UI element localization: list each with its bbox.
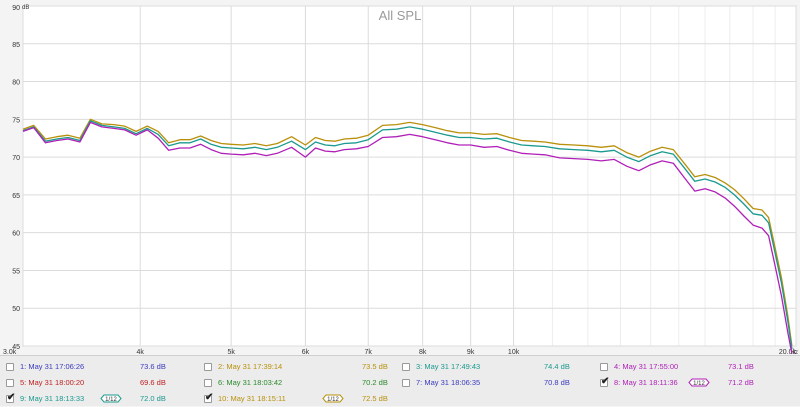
checkbox-unchecked[interactable] xyxy=(402,363,410,371)
checkbox-unchecked[interactable] xyxy=(204,363,212,371)
legend-label: 5: May 31 18:00:20 xyxy=(20,378,85,387)
x-tick-label: 3.0k xyxy=(3,349,17,355)
legend-item[interactable]: ✔ 9: May 31 18:13:33 1/12 72.0 dB xyxy=(6,393,196,405)
x-tick-label: 20.0k xyxy=(779,349,797,355)
legend-item[interactable]: ✔ 8: May 31 18:11:36 1/12 71.2 dB xyxy=(600,377,790,389)
checkmark-icon: ✔ xyxy=(7,392,16,403)
checkbox-unchecked[interactable] xyxy=(600,363,608,371)
legend-label: 6: May 31 18:03:42 xyxy=(218,378,283,387)
svg-text:1/12: 1/12 xyxy=(693,381,705,387)
legend-value: 69.6 dB xyxy=(140,378,166,387)
legend-value: 70.2 dB xyxy=(362,378,388,387)
x-tick-label: 5k xyxy=(227,349,235,355)
legend-item[interactable]: 3: May 31 17:49:43 74.4 dB xyxy=(402,361,592,373)
smoothing-icon[interactable]: 1/12 xyxy=(688,378,710,387)
legend-value: 70.8 dB xyxy=(544,378,570,387)
legend-value: 72.0 dB xyxy=(140,394,166,403)
legend-value: 73.1 dB xyxy=(728,362,754,371)
legend-item[interactable]: 2: May 31 17:39:14 73.5 dB xyxy=(204,361,394,373)
series-line-2 xyxy=(22,120,793,350)
y-tick-label: 85 xyxy=(12,42,20,49)
series-line-1 xyxy=(22,118,793,347)
x-unit-label: Hz xyxy=(791,350,798,355)
legend-value: 73.6 dB xyxy=(140,362,166,371)
y-tick-label: 45 xyxy=(12,344,20,351)
legend-item[interactable]: 1: May 31 17:06:26 73.6 dB xyxy=(6,361,196,373)
svg-text:1/12: 1/12 xyxy=(105,397,117,403)
legend-label: 10: May 31 18:15:11 xyxy=(218,394,286,403)
y-tick-label: 50 xyxy=(12,306,20,313)
y-unit-label: dB xyxy=(22,5,29,11)
legend-item[interactable]: 6: May 31 18:03:42 70.2 dB xyxy=(204,377,394,389)
legend-label: 3: May 31 17:49:43 xyxy=(416,362,481,371)
legend-value: 74.4 dB xyxy=(544,362,570,371)
checkbox-checked[interactable]: ✔ xyxy=(6,392,16,403)
legend-value: 72.5 dB xyxy=(362,394,388,403)
legend-label: 2: May 31 17:39:14 xyxy=(218,362,283,371)
y-tick-label: 80 xyxy=(12,80,20,87)
smoothing-icon[interactable]: 1/12 xyxy=(100,394,122,403)
checkbox-unchecked[interactable] xyxy=(6,363,14,371)
measurement-legend: 1: May 31 17:06:26 73.6 dB 2: May 31 17:39… xyxy=(0,355,800,406)
x-tick-label: 10k xyxy=(508,349,520,355)
x-tick-label: 7k xyxy=(365,349,373,355)
checkmark-icon: ✔ xyxy=(205,392,214,403)
plot-area xyxy=(22,5,797,347)
legend-item[interactable]: 7: May 31 18:06:35 70.8 dB xyxy=(402,377,592,389)
smoothing-icon[interactable]: 1/12 xyxy=(322,394,344,403)
checkbox-checked[interactable]: ✔ xyxy=(600,376,610,387)
legend-item[interactable]: ✔ 10: May 31 18:15:11 1/12 72.5 dB xyxy=(204,393,394,405)
y-tick-label: 55 xyxy=(12,268,20,275)
legend-item[interactable]: 5: May 31 18:00:20 69.6 dB xyxy=(6,377,196,389)
checkbox-unchecked[interactable] xyxy=(402,379,410,387)
legend-value: 71.2 dB xyxy=(728,378,754,387)
legend-label: 7: May 31 18:06:35 xyxy=(416,378,481,387)
checkbox-unchecked[interactable] xyxy=(6,379,14,387)
legend-value: 73.5 dB xyxy=(362,362,388,371)
x-tick-label: 6k xyxy=(302,349,310,355)
legend-item[interactable]: 4: May 31 17:55:00 73.1 dB xyxy=(600,361,790,373)
x-tick-label: 4k xyxy=(137,349,145,355)
checkbox-checked[interactable]: ✔ xyxy=(204,392,214,403)
x-tick-label: 9k xyxy=(467,349,475,355)
legend-label: 9: May 31 18:13:33 xyxy=(20,394,85,403)
checkbox-unchecked[interactable] xyxy=(204,379,212,387)
y-tick-label: 90 xyxy=(12,5,20,12)
series-line-3 xyxy=(22,121,793,354)
svg-text:1/12: 1/12 xyxy=(327,397,339,403)
checkmark-icon: ✔ xyxy=(601,376,610,387)
legend-label: 4: May 31 17:55:00 xyxy=(614,362,679,371)
y-tick-label: 60 xyxy=(12,231,20,238)
x-tick-label: 8k xyxy=(419,349,427,355)
y-tick-label: 65 xyxy=(12,193,20,200)
y-tick-label: 70 xyxy=(12,155,20,162)
legend-label: 1: May 31 17:06:26 xyxy=(20,362,85,371)
chart-title: All SPL xyxy=(379,8,422,23)
legend-label: 8: May 31 18:11:36 xyxy=(614,378,678,387)
y-tick-label: 75 xyxy=(12,117,20,124)
